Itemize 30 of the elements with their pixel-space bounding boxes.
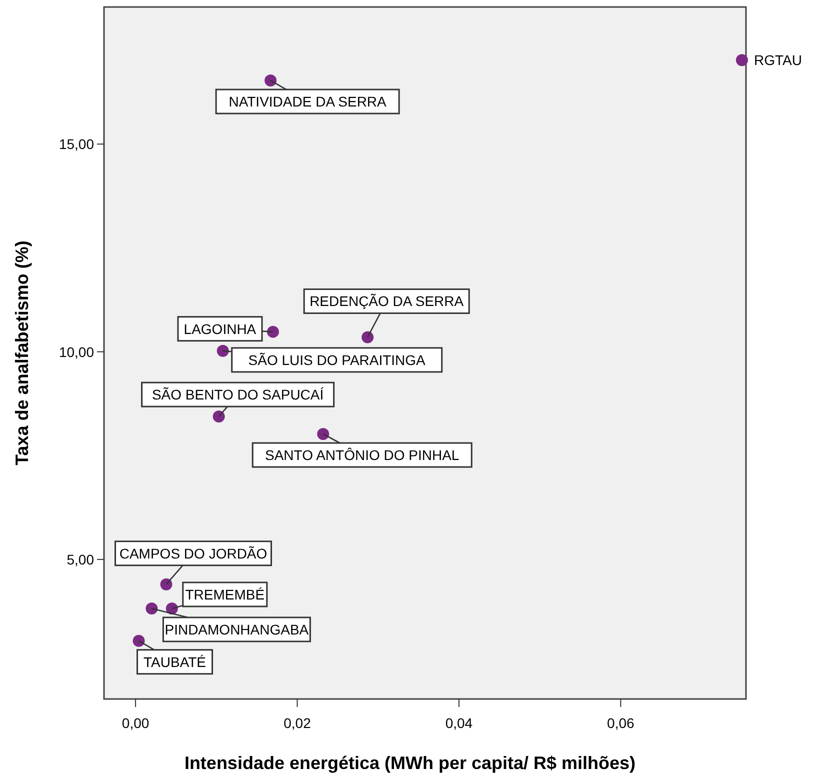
- point: [132, 634, 145, 647]
- x-tick-label: 0,00: [122, 715, 150, 731]
- annotation: TAUBATÉ: [144, 654, 206, 670]
- y-tick-label: 5,00: [66, 551, 94, 568]
- annotation: TREMEMBÉ: [185, 586, 265, 602]
- point: [317, 428, 330, 440]
- point: [160, 578, 172, 590]
- point: [212, 410, 225, 423]
- annotation: NATIVIDADE DA SERRA: [228, 94, 388, 110]
- x-axis-title: Intensidade energética (MWh per capita/ R$ milhões): [184, 753, 636, 773]
- y-tick-label: 10,00: [58, 344, 94, 360]
- point: [736, 54, 748, 66]
- annotation: RGTAU: [754, 52, 802, 68]
- annotation: LAGOINHA: [184, 320, 257, 337]
- y-tick-label: 15,00: [58, 136, 94, 152]
- y-axis-title: Taxa de analfabetismo (%): [12, 240, 32, 466]
- x-tick-label: 0,02: [284, 715, 312, 731]
- annotation: CAMPOS DO JORDÃO: [119, 545, 268, 562]
- annotation: REDENÇÃO DA SERRA: [310, 293, 464, 310]
- annotation: SÃO LUIS DO PARAITINGA: [248, 352, 426, 368]
- point: [216, 344, 229, 357]
- point: [266, 326, 279, 338]
- x-tick-label: 0,04: [445, 715, 473, 731]
- x-tick-label: 0,06: [607, 715, 635, 731]
- annotation: SANTO ANTÔNIO DO PINHAL: [265, 446, 460, 463]
- point: [362, 331, 374, 344]
- point: [264, 74, 277, 87]
- annotation: SÃO BENTO DO SAPUCAÍ: [152, 386, 324, 403]
- annotation: PINDAMONHANGABA: [164, 621, 310, 638]
- point: [146, 602, 158, 614]
